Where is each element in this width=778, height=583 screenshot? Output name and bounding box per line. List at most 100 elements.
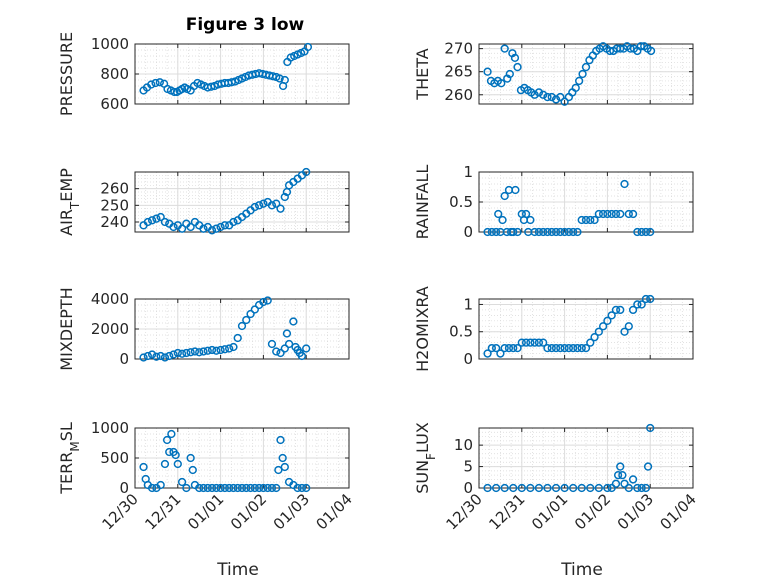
- y-tick-label: 1000: [91, 35, 129, 53]
- data-point: [569, 343, 578, 353]
- data-point: [560, 483, 569, 493]
- axes-theta: 260 265 270 THETA: [413, 40, 694, 106]
- y-tick-label: 0: [119, 350, 129, 368]
- data-point: [616, 462, 625, 471]
- data-point: [646, 46, 656, 56]
- data-point: [510, 53, 520, 62]
- x-tick-label: 01/02: [571, 490, 614, 533]
- data-point: [534, 88, 544, 97]
- data-point: [543, 92, 552, 102]
- y-tick-label: 0.5: [449, 193, 473, 211]
- y-tick-label: 1000: [91, 419, 129, 437]
- x-tick-label: 01/01: [184, 490, 227, 533]
- data-point: [293, 483, 302, 493]
- data-point: [573, 343, 582, 353]
- data-point: [494, 209, 503, 219]
- data-point: [581, 343, 591, 353]
- data-point: [207, 345, 217, 355]
- data-point: [207, 226, 217, 235]
- data-point: [220, 345, 230, 354]
- axes-box: [478, 427, 694, 489]
- x-tick-label: 01/04: [313, 490, 356, 533]
- data-point: [556, 92, 565, 102]
- data-point: [517, 338, 526, 347]
- data-point: [513, 62, 522, 72]
- data-point: [173, 348, 182, 358]
- data-point: [560, 97, 569, 106]
- data-point: [564, 343, 574, 353]
- y-axis-label: MIXDEPTH: [57, 287, 76, 370]
- data-point: [543, 227, 552, 237]
- data-point: [646, 423, 655, 433]
- data-point: [603, 316, 612, 325]
- data-point: [186, 348, 195, 357]
- data-point: [560, 227, 569, 237]
- data-point: [483, 349, 492, 358]
- data-point: [237, 483, 247, 493]
- data-point: [171, 450, 180, 460]
- data-point: [643, 462, 653, 471]
- data-point: [233, 483, 242, 493]
- data-point: [195, 483, 204, 493]
- axes-mixdepth: 0 2000 4000 MIXDEPTH: [57, 287, 350, 371]
- data-point: [633, 227, 642, 237]
- y-tick-label: 260: [444, 86, 473, 104]
- data-point: [534, 483, 544, 493]
- data-point: [628, 475, 638, 484]
- data-point: [233, 333, 242, 343]
- data-point: [603, 483, 612, 493]
- y-tick-label: 500: [100, 449, 129, 467]
- data-point: [616, 305, 625, 315]
- data-point: [613, 470, 623, 480]
- y-axis-label: SUNFLUX: [413, 422, 438, 494]
- data-point: [517, 483, 526, 493]
- data-point: [594, 483, 603, 493]
- data-point: [302, 483, 311, 493]
- data-point: [577, 343, 586, 353]
- data-point: [160, 459, 170, 469]
- y-axis-label: RAINFALL: [413, 165, 432, 240]
- data-point: [275, 74, 284, 83]
- data-point: [254, 201, 264, 210]
- data-point: [167, 429, 176, 439]
- x-tick-label: 12/31: [485, 490, 528, 533]
- y-tick-label: 800: [100, 65, 129, 83]
- data-point: [182, 348, 191, 358]
- data-point: [267, 339, 277, 349]
- data-point: [212, 346, 221, 355]
- y-tick-label: 0: [463, 479, 473, 497]
- data-point: [637, 483, 646, 493]
- data-point: [186, 222, 195, 232]
- data-point: [511, 185, 520, 195]
- data-point: [628, 305, 638, 315]
- data-point: [513, 227, 522, 237]
- axes-box: [478, 298, 694, 360]
- data-point: [229, 217, 238, 227]
- data-point: [274, 465, 283, 475]
- data-point: [581, 62, 591, 72]
- data-point: [543, 343, 552, 353]
- data-point: [624, 209, 633, 219]
- data-point: [203, 346, 212, 355]
- y-tick-label: 240: [100, 213, 129, 231]
- data-point: [590, 333, 599, 342]
- data-point: [497, 79, 506, 88]
- y-tick-label: 5: [463, 458, 473, 476]
- data-point: [229, 342, 238, 352]
- data-point: [160, 353, 170, 362]
- data-point: [611, 209, 621, 219]
- data-point: [509, 483, 518, 493]
- data-point: [207, 483, 217, 493]
- data-point: [491, 483, 501, 493]
- data-point: [526, 338, 535, 347]
- data-point: [297, 483, 307, 493]
- x-axis-label: Time: [560, 560, 603, 580]
- data-point: [483, 227, 492, 237]
- data-point: [195, 348, 204, 357]
- data-point: [637, 227, 646, 237]
- data-point: [250, 305, 259, 314]
- data-point: [618, 470, 627, 480]
- y-tick-label: 0.5: [449, 323, 473, 341]
- data-point: [556, 227, 565, 237]
